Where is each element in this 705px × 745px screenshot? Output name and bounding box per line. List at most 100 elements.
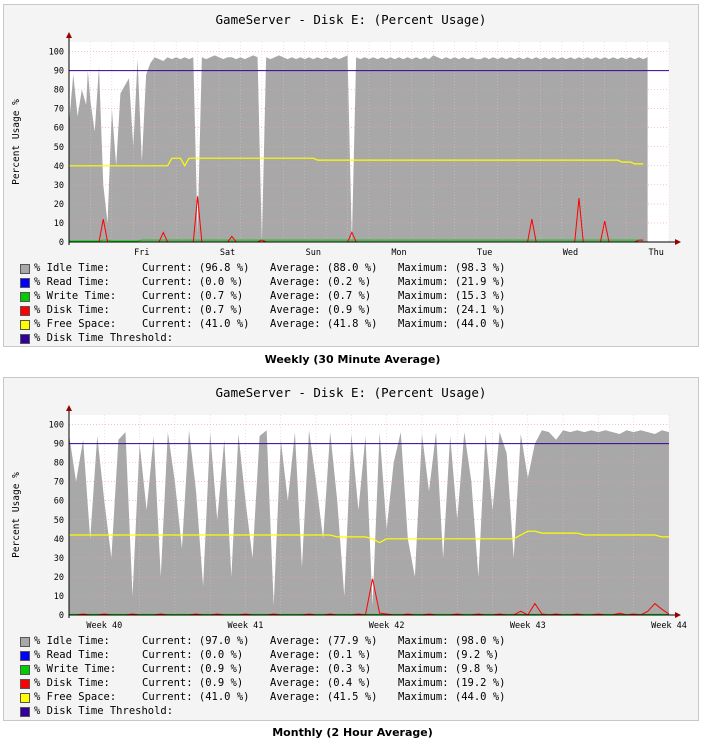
y-tick-label: 80 <box>54 86 64 96</box>
legend-average: Average: (0.2 %) <box>270 276 372 288</box>
legend-swatch <box>20 707 30 717</box>
legend-current: Current: (41.0 %) <box>142 691 250 703</box>
legend-swatch <box>20 320 30 330</box>
monthly-chart-panel: GameServer - Disk E: (Percent Usage) Perc… <box>3 377 699 721</box>
x-axis-arrow <box>675 612 681 618</box>
y-axis-label: Percent Usage % <box>11 472 22 558</box>
legend-label: % Disk Time: <box>34 677 110 689</box>
series-idle-time-area <box>69 55 648 243</box>
legend-label: % Free Space: <box>34 691 117 703</box>
weekly-caption: Weekly (30 Minute Average) <box>264 353 441 366</box>
legend-average: Average: (41.8 %) <box>270 318 378 330</box>
legend-current: Current: (97.0 %) <box>142 635 250 647</box>
y-tick-label: 30 <box>54 181 64 191</box>
legend-swatch <box>20 334 30 344</box>
legend-current: Current: (0.7 %) <box>142 304 244 316</box>
y-tick-label: 10 <box>54 219 64 229</box>
legend-average: Average: (0.9 %) <box>270 304 372 316</box>
legend-label: % Idle Time: <box>34 262 110 274</box>
legend-current: Current: (0.0 %) <box>142 276 244 288</box>
y-tick-label: 70 <box>54 105 64 115</box>
y-tick-label: 60 <box>54 124 64 134</box>
legend-swatch <box>20 306 30 316</box>
x-tick-label: Week 44 <box>651 621 687 631</box>
legend-label: % Free Space: <box>34 318 117 330</box>
y-tick-label: 70 <box>54 478 64 488</box>
y-axis-label: Percent Usage % <box>11 99 22 185</box>
legend-swatch <box>20 679 30 689</box>
monthly-caption: Monthly (2 Hour Average) <box>272 726 433 739</box>
legend-average: Average: (41.5 %) <box>270 691 378 703</box>
legend-average: Average: (0.1 %) <box>270 649 372 661</box>
chart-title: GameServer - Disk E: (Percent Usage) <box>216 385 487 400</box>
y-axis-arrow <box>66 405 72 411</box>
legend-swatch <box>20 637 30 647</box>
legend-current: Current: (0.7 %) <box>142 290 244 302</box>
series-idle-time-area <box>69 430 669 615</box>
y-tick-label: 30 <box>54 554 64 564</box>
legend-label: % Read Time: <box>34 276 110 288</box>
y-tick-label: 90 <box>54 440 64 450</box>
y-tick-label: 100 <box>49 48 64 58</box>
y-tick-label: 0 <box>59 238 64 248</box>
x-tick-label: Sun <box>306 248 321 258</box>
legend-label: % Disk Time Threshold: <box>34 332 174 344</box>
legend-label: % Write Time: <box>34 663 117 675</box>
legend-maximum: Maximum: (19.2 %) <box>398 677 506 689</box>
y-tick-label: 100 <box>49 421 64 431</box>
legend-current: Current: (96.8 %) <box>142 262 250 274</box>
legend-maximum: Maximum: (9.8 %) <box>398 663 500 675</box>
legend-maximum: Maximum: (44.0 %) <box>398 691 506 703</box>
series-free-space-line <box>69 530 669 544</box>
legend-average: Average: (88.0 %) <box>270 262 378 274</box>
x-tick-label: Week 43 <box>510 621 546 631</box>
monthly-chart-svg: GameServer - Disk E: (Percent Usage) Perc… <box>11 385 687 631</box>
y-tick-label: 10 <box>54 592 64 602</box>
legend-maximum: Maximum: (21.9 %) <box>398 276 506 288</box>
x-tick-label: Thu <box>648 248 663 258</box>
weekly-chart-panel: GameServer - Disk E: (Percent Usage) Perc… <box>3 4 699 347</box>
x-tick-label: Fri <box>134 248 149 258</box>
legend-maximum: Maximum: (9.2 %) <box>398 649 500 661</box>
x-tick-label: Week 42 <box>369 621 405 631</box>
y-tick-label: 0 <box>59 611 64 621</box>
legend-swatch <box>20 292 30 302</box>
legend-maximum: Maximum: (98.0 %) <box>398 635 506 647</box>
legend-swatch <box>20 693 30 703</box>
legend-swatch <box>20 665 30 675</box>
x-tick-label: Tue <box>477 248 492 258</box>
x-tick-label: Mon <box>391 248 406 258</box>
x-tick-label: Wed <box>563 248 578 258</box>
legend-maximum: Maximum: (24.1 %) <box>398 304 506 316</box>
weekly-chart-svg: GameServer - Disk E: (Percent Usage) Perc… <box>11 12 681 258</box>
legend-current: Current: (0.0 %) <box>142 649 244 661</box>
legend-label: % Read Time: <box>34 649 110 661</box>
legend-average: Average: (0.7 %) <box>270 290 372 302</box>
legend-average: Average: (77.9 %) <box>270 635 378 647</box>
y-tick-label: 40 <box>54 162 64 172</box>
series-free-space-line <box>69 157 644 168</box>
legend-swatch <box>20 651 30 661</box>
y-tick-label: 90 <box>54 67 64 77</box>
x-tick-label: Week 40 <box>86 621 122 631</box>
x-tick-label: Week 41 <box>228 621 264 631</box>
legend-label: % Disk Time Threshold: <box>34 705 174 717</box>
legend-current: Current: (41.0 %) <box>142 318 250 330</box>
y-tick-label: 40 <box>54 535 64 545</box>
x-tick-label: Sat <box>220 248 235 258</box>
y-tick-label: 50 <box>54 516 64 526</box>
series-write-time-line <box>69 239 644 242</box>
legend-current: Current: (0.9 %) <box>142 663 244 675</box>
legend-maximum: Maximum: (44.0 %) <box>398 318 506 330</box>
chart-title: GameServer - Disk E: (Percent Usage) <box>216 12 487 27</box>
legend-maximum: Maximum: (98.3 %) <box>398 262 506 274</box>
legend-label: % Idle Time: <box>34 635 110 647</box>
y-axis-arrow <box>66 32 72 38</box>
legend-average: Average: (0.3 %) <box>270 663 372 675</box>
y-tick-label: 60 <box>54 497 64 507</box>
y-tick-label: 80 <box>54 459 64 469</box>
y-tick-label: 50 <box>54 143 64 153</box>
y-tick-label: 20 <box>54 200 64 210</box>
legend-label: % Disk Time: <box>34 304 110 316</box>
legend-maximum: Maximum: (15.3 %) <box>398 290 506 302</box>
